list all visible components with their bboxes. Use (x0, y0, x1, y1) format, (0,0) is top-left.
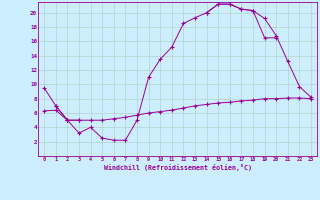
X-axis label: Windchill (Refroidissement éolien,°C): Windchill (Refroidissement éolien,°C) (104, 164, 252, 171)
